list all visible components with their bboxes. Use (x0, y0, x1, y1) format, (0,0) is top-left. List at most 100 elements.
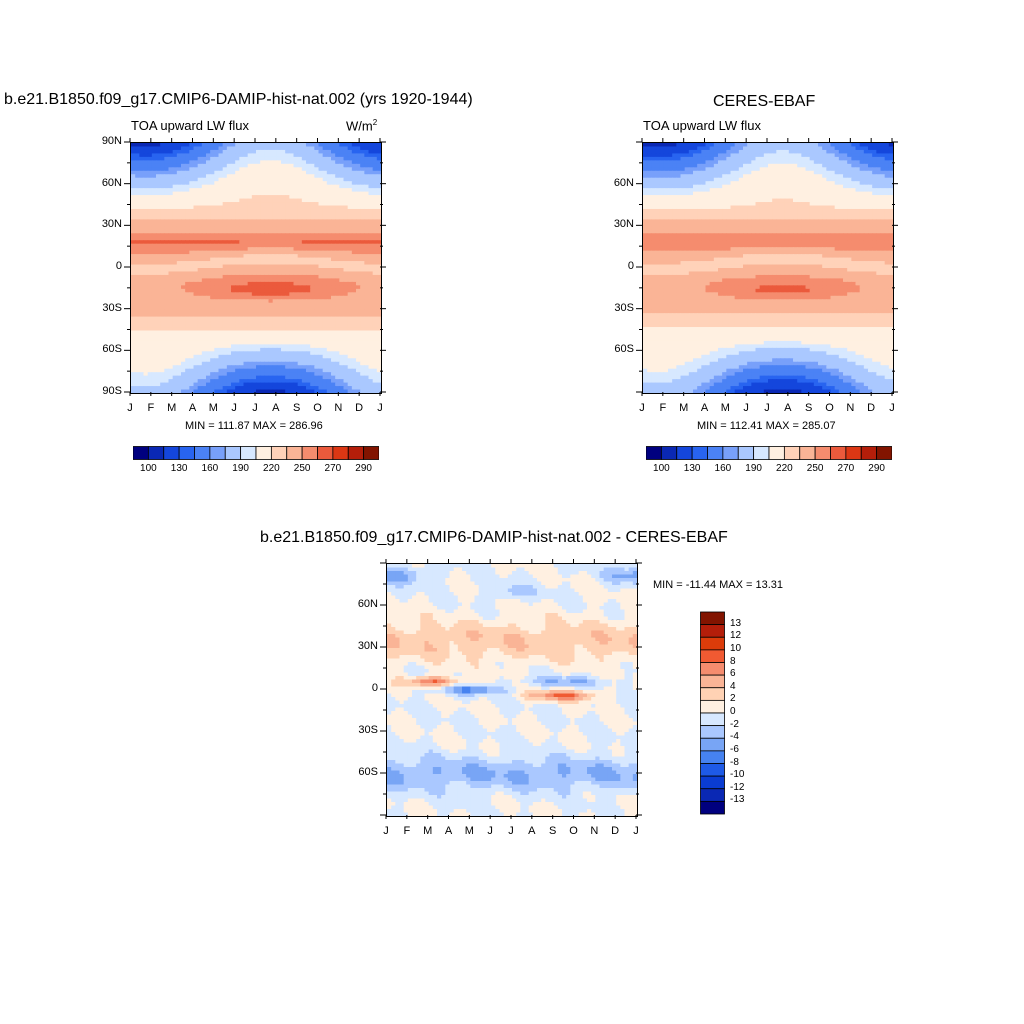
panel1-cell (364, 354, 370, 359)
panel1-cell (322, 327, 328, 332)
panel1-cell (310, 358, 315, 363)
panel1-cell (310, 379, 315, 384)
panel1-cell (222, 292, 228, 297)
panel1-cell (372, 170, 378, 175)
panel1-cell (360, 337, 365, 342)
panel1-cell (151, 163, 157, 168)
panel1-cell (168, 278, 174, 283)
panel1-cell (347, 247, 353, 252)
panel1-cell (368, 160, 374, 165)
panel1-cell (181, 295, 186, 300)
panel1-cell (239, 278, 245, 283)
panel1-cell (185, 333, 190, 339)
panel2-cell (680, 177, 686, 182)
panel1-cell (318, 375, 324, 380)
panel1-cell (306, 212, 311, 217)
panel1-cell (372, 309, 378, 314)
panel2-cell (663, 143, 669, 148)
panel1-cell (310, 188, 315, 193)
panel1-cell (226, 268, 232, 273)
panel1-cell (239, 184, 245, 189)
panel1-cell (356, 208, 361, 214)
panel1-cell (181, 243, 186, 248)
panel1-cell (306, 354, 311, 359)
panel1-cell (314, 313, 320, 318)
panel1-cell (272, 143, 278, 148)
panel2-cell (659, 167, 665, 172)
panel1-cell (156, 347, 161, 352)
panel1-cell (360, 295, 365, 300)
panel1-cell (351, 205, 357, 210)
panel1-cell (147, 236, 153, 241)
panel1-cell (226, 174, 232, 179)
panel1-cell (185, 191, 190, 196)
panel1-cell (210, 205, 215, 210)
panel1-cell (322, 184, 328, 189)
panel1-cell (156, 233, 161, 238)
panel1-cell (372, 354, 378, 359)
panel1-cell (322, 261, 328, 266)
panel2-cell (676, 160, 682, 165)
panel1-cell (339, 368, 345, 373)
panel1-cell (256, 274, 261, 280)
panel1-cell (143, 386, 149, 391)
panel2-cell (847, 167, 852, 172)
panel1-cell (151, 330, 157, 335)
panel1-cell (139, 278, 145, 283)
panel1-cell (181, 236, 186, 241)
panel2-cell (847, 146, 852, 151)
panel2-cell (793, 149, 798, 155)
panel1-cell (281, 306, 286, 311)
panel2-cell (872, 163, 877, 168)
panel1-cell (156, 254, 161, 259)
panel2-cell (843, 156, 848, 161)
panel1-cell (206, 167, 211, 172)
panel1-cell (135, 361, 140, 366)
panel1-cell (364, 205, 370, 210)
panel1-cell (247, 205, 253, 210)
panel1-cell (193, 170, 199, 175)
panel1-cell (251, 240, 257, 245)
panel1-cell (197, 146, 203, 151)
panel1-cell (206, 358, 211, 363)
panel1-cell (335, 163, 340, 168)
panel1-cell (268, 271, 274, 276)
panel1-cell (147, 299, 153, 304)
panel1-cell (351, 382, 357, 387)
panel1-cell (210, 375, 215, 380)
panel1-cell (151, 226, 157, 231)
panel1-cell (222, 274, 228, 280)
panel1-cell (201, 236, 207, 241)
panel1-ticks (124, 138, 386, 396)
panel1-cell (226, 243, 232, 248)
panel1-cell (347, 233, 353, 238)
panel1-cell (285, 188, 290, 193)
panel1-cell (143, 299, 149, 304)
panel1-cell (264, 233, 270, 238)
panel1-cell (326, 163, 332, 168)
panel1-cell (189, 285, 195, 290)
panel1-cell (197, 337, 203, 342)
panel1-cell (147, 149, 153, 155)
panel1-cell (143, 153, 149, 158)
panel1-cell (185, 202, 190, 207)
panel1-cell (243, 379, 249, 384)
panel2-cell (768, 143, 773, 148)
panel1-cell (272, 250, 278, 255)
panel1-cell (260, 257, 265, 262)
panel1-cell (131, 198, 136, 203)
panel1-cell (218, 226, 224, 231)
panel2-cell (788, 170, 794, 175)
panel1-cell (193, 268, 199, 273)
panel1-cell (301, 299, 307, 304)
panel1-cell (243, 167, 249, 172)
panel1-cell (322, 271, 328, 276)
panel1-cell (364, 167, 370, 172)
panel1-cell (351, 323, 357, 328)
panel2-cell (855, 149, 861, 155)
panel1-cell (251, 163, 257, 168)
panel1-cell (172, 233, 178, 238)
panel1-cell (193, 368, 199, 373)
panel1-cell (206, 330, 211, 335)
panel1-cell (301, 320, 307, 325)
